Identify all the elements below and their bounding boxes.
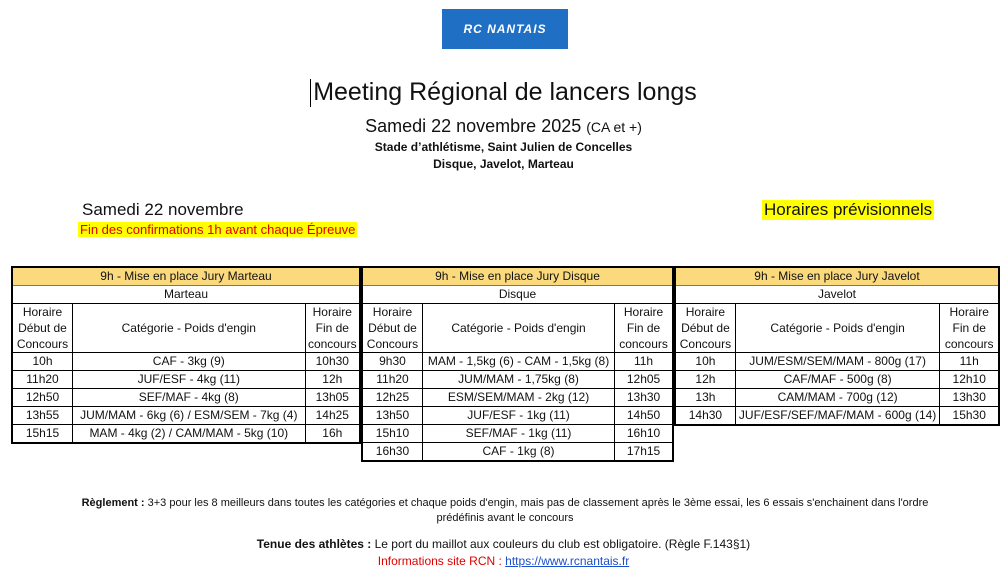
end-time: 14h50: [614, 406, 674, 425]
start-time: 13h55: [11, 406, 73, 425]
category: JUM/MAM - 6kg (6) / ESM/SEM - 7kg (4): [72, 406, 306, 425]
end-time: 12h10: [939, 370, 1000, 389]
start-time: 10h: [11, 352, 73, 371]
event-name: Javelot: [674, 285, 1000, 304]
header-start: Horaire Début de Concours: [674, 303, 736, 353]
table-row: 16h30 CAF - 1kg (8) 17h15: [361, 442, 674, 462]
start-time: 11h20: [361, 370, 423, 389]
category: SEF/MAF - 4kg (8): [72, 388, 306, 407]
start-time: 16h30: [361, 442, 423, 462]
category: MAM - 1,5kg (6) - CAM - 1,5kg (8): [421, 352, 616, 371]
page-title: Meeting Régional de lancers longs: [0, 78, 1007, 107]
start-time: 12h: [674, 370, 736, 389]
event-name: Disque: [361, 285, 674, 304]
header-start: Horaire Début de Concours: [11, 303, 73, 353]
category: JUF/ESF/SEF/MAF/MAM - 600g (14): [734, 406, 941, 426]
logo-text: RC NANTAIS: [463, 22, 547, 36]
start-time: 13h: [674, 388, 736, 407]
category: ESM/SEM/MAM - 2kg (12): [421, 388, 616, 407]
end-time: 17h15: [614, 442, 674, 462]
jury-setup: 9h - Mise en place Jury Marteau: [11, 266, 361, 286]
schedule-table-javelot: 9h - Mise en place Jury Javelot Javelot Ho…: [674, 266, 1000, 426]
start-time: 15h15: [11, 424, 73, 444]
end-time: 11h: [939, 352, 1000, 371]
reglement-label: Règlement :: [81, 497, 145, 509]
table-row: 15h10 SEF/MAF - 1kg (11) 16h10: [361, 424, 674, 443]
info-label: Informations site RCN :: [377, 554, 502, 568]
end-time: 13h30: [939, 388, 1000, 407]
header-end: Horaire Fin de concours: [614, 303, 674, 353]
table-row: 13h CAM/MAM - 700g (12) 13h30: [674, 388, 1000, 407]
start-time: 15h10: [361, 424, 423, 443]
table-row: 11h20 JUM/MAM - 1,75kg (8) 12h05: [361, 370, 674, 389]
date-label: Samedi 22 novembre: [82, 200, 244, 219]
table-row: 12h50 SEF/MAF - 4kg (8) 13h05: [11, 388, 361, 407]
schedule-table-marteau: 9h - Mise en place Jury Marteau Marteau Ho…: [11, 266, 361, 444]
events-list: Disque, Javelot, Marteau: [433, 157, 574, 171]
end-time: 13h05: [304, 388, 361, 407]
end-time: 14h25: [304, 406, 361, 425]
tenue: Tenue des athlètes : Le port du maillot …: [0, 537, 1007, 551]
category: JUM/MAM - 1,75kg (8): [421, 370, 616, 389]
table-row: 15h15 MAM - 4kg (2) / CAM/MAM - 5kg (10) 1…: [11, 424, 361, 444]
table-row: 14h30 JUF/ESF/SEF/MAF/MAM - 600g (14) 15h3…: [674, 406, 1000, 426]
table-row: 10h JUM/ESM/SEM/MAM - 800g (17) 11h: [674, 352, 1000, 371]
table-row: 9h30 MAM - 1,5kg (6) - CAM - 1,5kg (8) 11h: [361, 352, 674, 371]
category: CAM/MAM - 700g (12): [734, 388, 941, 407]
jury-setup: 9h - Mise en place Jury Javelot: [674, 266, 1000, 286]
event-name: Marteau: [11, 285, 361, 304]
end-time: 13h30: [614, 388, 674, 407]
tenue-label: Tenue des athlètes :: [256, 537, 372, 551]
reglement-text: 3+3 pour les 8 meilleurs dans toutes les…: [147, 497, 929, 524]
website-link[interactable]: https://www.rcnantais.fr: [505, 554, 630, 568]
category: CAF - 1kg (8): [421, 442, 616, 462]
header-category: Catégorie - Poids d'engin: [72, 303, 306, 353]
category: SEF/MAF - 1kg (11): [421, 424, 616, 443]
start-time: 12h50: [11, 388, 73, 407]
table-row: 13h50 JUF/ESF - 1kg (11) 14h50: [361, 406, 674, 425]
table-row: 10h CAF - 3kg (9) 10h30: [11, 352, 361, 371]
end-time: 16h10: [614, 424, 674, 443]
end-time: 11h: [614, 352, 674, 371]
end-time: 16h: [304, 424, 361, 444]
category: JUF/ESF - 1kg (11): [421, 406, 616, 425]
tenue-text: Le port du maillot aux couleurs du club …: [374, 537, 751, 551]
schedule-table-disque: 9h - Mise en place Jury Disque Disque Hora…: [361, 266, 674, 462]
subtitle: Samedi 22 novembre 2025 (CA et +): [0, 116, 1007, 137]
header-end: Horaire Fin de concours: [304, 303, 361, 353]
table-row: 13h55 JUM/MAM - 6kg (6) / ESM/SEM - 7kg (…: [11, 406, 361, 425]
end-time: 12h05: [614, 370, 674, 389]
end-time: 10h30: [304, 352, 361, 371]
table-row: 11h20 JUF/ESF - 4kg (11) 12h: [11, 370, 361, 389]
header-category: Catégorie - Poids d'engin: [421, 303, 616, 353]
rc-nantais-logo: RC NANTAIS: [442, 9, 568, 49]
reglement: Règlement : 3+3 pour les 8 meilleurs dan…: [80, 496, 930, 526]
table-row: 12h CAF/MAF - 500g (8) 12h10: [674, 370, 1000, 389]
venue: Stade d’athlétisme, Saint Julien de Conc…: [374, 140, 633, 154]
start-time: 11h20: [11, 370, 73, 389]
category: MAM - 4kg (2) / CAM/MAM - 5kg (10): [72, 424, 306, 444]
confirmation-note: Fin des confirmations 1h avant chaque Ép…: [78, 222, 358, 237]
subtitle-note: (CA et +): [586, 119, 642, 135]
end-time: 12h: [304, 370, 361, 389]
info: Informations site RCN : https://www.rcna…: [0, 554, 1007, 568]
category: CAF/MAF - 500g (8): [734, 370, 941, 389]
header-category: Catégorie - Poids d'engin: [734, 303, 941, 353]
category: CAF - 3kg (9): [72, 352, 306, 371]
start-time: 13h50: [361, 406, 423, 425]
start-time: 14h30: [674, 406, 736, 426]
table-row: 12h25 ESM/SEM/MAM - 2kg (12) 13h30: [361, 388, 674, 407]
start-time: 10h: [674, 352, 736, 371]
category: JUM/ESM/SEM/MAM - 800g (17): [734, 352, 941, 371]
header-end: Horaire Fin de concours: [939, 303, 1000, 353]
subtitle-date: Samedi 22 novembre 2025: [365, 116, 582, 136]
start-time: 12h25: [361, 388, 423, 407]
header-start: Horaire Début de Concours: [361, 303, 423, 353]
jury-setup: 9h - Mise en place Jury Disque: [361, 266, 674, 286]
category: JUF/ESF - 4kg (11): [72, 370, 306, 389]
start-time: 9h30: [361, 352, 423, 371]
horaires-label: Horaires prévisionnels: [762, 200, 935, 220]
end-time: 15h30: [939, 406, 1000, 426]
